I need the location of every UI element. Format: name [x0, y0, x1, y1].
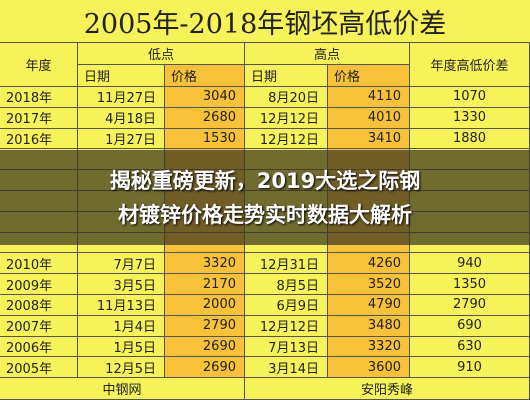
table-cell: 2000 [165, 295, 245, 316]
table-cell: 12月12日 [245, 107, 328, 129]
table-cell: 2690 [165, 357, 245, 379]
table-cell: 1880 [410, 128, 530, 150]
table-cell: 2170 [165, 274, 245, 295]
table-cell: 11月13日 [78, 295, 165, 316]
table-cell: 12月12日 [245, 315, 328, 337]
table-cell: 1月5日 [78, 336, 165, 358]
table-cell: 2016年 [0, 128, 78, 150]
table-cell: 1330 [410, 107, 530, 129]
table-cell: 1月27日 [78, 128, 165, 150]
footer-cell: 中钢网 [0, 378, 245, 400]
table-cell: 3410 [328, 128, 410, 150]
table-cell: 3320 [165, 253, 245, 275]
table-cell: 3520 [328, 274, 410, 295]
table-cell: 2007年 [0, 315, 78, 337]
table-cell: 3600 [328, 357, 410, 379]
table-cell: 3320 [328, 336, 410, 358]
table-cell: 4260 [328, 253, 410, 275]
table-cell: 2680 [165, 107, 245, 129]
table-cell: 2017年 [0, 107, 78, 129]
table-cell: 2006年 [0, 336, 78, 358]
table-cell: 7月7日 [78, 253, 165, 275]
table-cell: 3480 [328, 315, 410, 337]
table-cell: 690 [410, 315, 530, 337]
table-cell: 2790 [165, 315, 245, 337]
table-cell: 12月31日 [245, 253, 328, 275]
header-cell: 年度高低价差 [410, 43, 530, 87]
table-cell: 910 [410, 357, 530, 379]
table-cell: 1530 [165, 128, 245, 150]
banner-line: 揭秘重磅更新，2019大选之际钢 [109, 168, 421, 193]
table-cell: 6月9日 [245, 295, 328, 316]
header-cell: 高点 [245, 43, 410, 65]
table-cell: 11月27日 [78, 87, 165, 108]
header-cell: 年度 [0, 43, 78, 87]
table-cell: 2790 [410, 295, 530, 316]
table-cell: 3月5日 [78, 274, 165, 295]
table-cell: 3040 [165, 87, 245, 108]
table-cell: 940 [410, 253, 530, 275]
table-cell: 4790 [328, 295, 410, 316]
header-cell: 价格 [165, 65, 245, 87]
table-cell: 12月5日 [78, 357, 165, 379]
table-cell: 2018年 [0, 87, 78, 108]
header-cell: 低点 [78, 43, 245, 65]
table-cell: 2009年 [0, 274, 78, 295]
table-cell: 2690 [165, 336, 245, 358]
header-cell: 价格 [328, 65, 410, 87]
footer-cell: 安阳秀峰 [245, 378, 530, 400]
table-cell: 4月18日 [78, 107, 165, 129]
table-cell: 7月13日 [245, 336, 328, 358]
table-cell: 8月20日 [245, 87, 328, 108]
banner: 揭秘重磅更新，2019大选之际钢 材镀锌价格走势实时数据大解析 [0, 150, 530, 245]
table-cell: 4010 [328, 107, 410, 129]
table-cell: 4110 [328, 87, 410, 108]
header-cell: 日期 [78, 65, 165, 87]
table-cell: 2008年 [0, 295, 78, 316]
header-cell: 日期 [245, 65, 328, 87]
table-cell: 2005年 [0, 357, 78, 379]
title: 2005年-2018年钢坯高低价差 [0, 0, 530, 43]
table-cell: 12月12日 [245, 128, 328, 150]
table-cell: 2010年 [0, 253, 78, 275]
table-cell: 3月14日 [245, 357, 328, 379]
banner-line: 材镀锌价格走势实时数据大解析 [118, 202, 412, 227]
table-cell: 8月5日 [245, 274, 328, 295]
table-cell: 1070 [410, 87, 530, 108]
table-cell: 1350 [410, 274, 530, 295]
table-cell: 1月4日 [78, 315, 165, 337]
table-cell: 630 [410, 336, 530, 358]
